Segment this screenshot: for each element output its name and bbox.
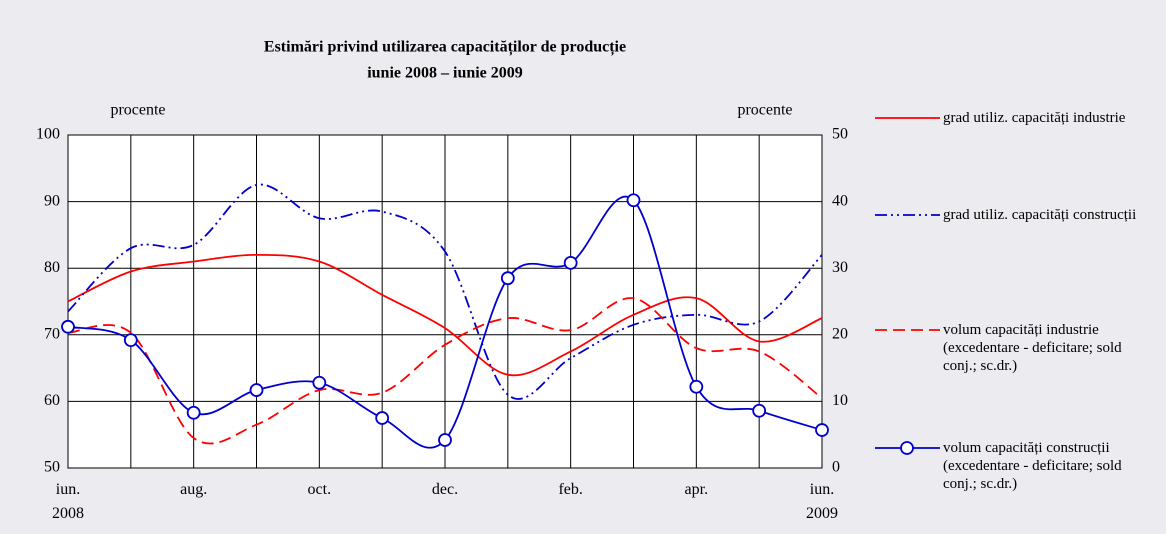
y2-tick-label: 0 <box>832 459 840 476</box>
data-point <box>815 423 829 437</box>
x-tick-label: apr. <box>685 481 709 498</box>
y-tick-label: 80 <box>44 259 60 276</box>
x-tick-label: oct. <box>308 481 332 498</box>
data-point <box>500 271 515 286</box>
legend-label: volum capacități industrie (excedentare … <box>943 322 1122 374</box>
x-tick-label: iun. 2009 <box>806 481 838 522</box>
y2-tick-label: 30 <box>832 259 848 276</box>
legend-marker <box>900 441 914 455</box>
data-point <box>312 375 327 390</box>
data-point <box>752 403 767 418</box>
y2-tick-label: 10 <box>832 392 848 409</box>
data-point <box>375 411 390 425</box>
data-point <box>689 379 704 394</box>
x-tick-label: aug. <box>180 481 207 498</box>
data-point <box>563 255 578 270</box>
y-axis-label: procente <box>110 102 165 119</box>
data-point <box>626 193 641 208</box>
legend-label: volum capacități construcții (excedentar… <box>943 440 1122 492</box>
y-tick-label: 100 <box>36 126 60 143</box>
legend-label: grad utiliz. capacități industrie <box>943 110 1126 126</box>
y2-tick-label: 40 <box>832 192 848 209</box>
chart-title: Estimări privind utilizarea capacitățilo… <box>264 39 626 57</box>
x-tick-label: dec. <box>432 481 458 498</box>
y-tick-label: 50 <box>44 459 60 476</box>
data-point <box>249 383 264 397</box>
y2-axis-label: procente <box>737 102 792 119</box>
y-tick-label: 70 <box>44 325 60 342</box>
legend-label: grad utiliz. capacități construcții <box>943 207 1137 223</box>
data-point <box>123 333 138 348</box>
series-line <box>67 297 823 445</box>
y-tick-label: 90 <box>44 192 60 209</box>
data-point <box>438 433 452 447</box>
chart-subtitle: iunie 2008 – iunie 2009 <box>367 65 523 82</box>
data-point <box>186 405 201 420</box>
x-tick-label: iun. 2008 <box>52 481 84 522</box>
series-line <box>67 183 823 400</box>
y2-tick-label: 20 <box>832 325 848 342</box>
x-tick-label: feb. <box>558 481 582 498</box>
y-tick-label: 60 <box>44 392 60 409</box>
y2-tick-label: 50 <box>832 126 848 143</box>
series-line <box>67 253 823 377</box>
data-point <box>61 319 75 334</box>
